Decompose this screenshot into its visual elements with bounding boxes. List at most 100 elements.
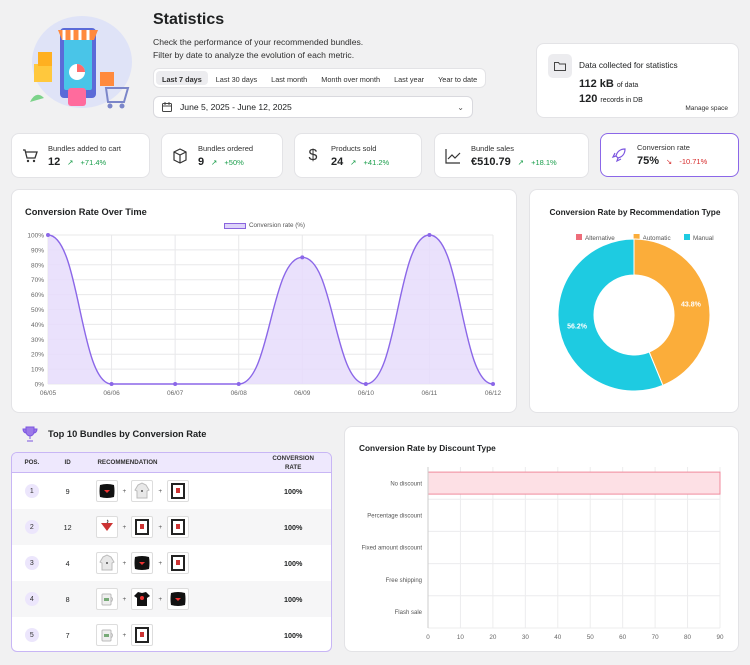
folder-icon <box>548 54 572 78</box>
position-cell: 1 <box>12 484 52 498</box>
y-tick-label: No discount <box>390 481 422 487</box>
y-tick-label: 100% <box>27 233 44 240</box>
product-thumbnail-hoodie[interactable] <box>95 552 118 574</box>
product-thumbnail-frame[interactable] <box>167 552 190 574</box>
data-point <box>363 382 368 386</box>
product-thumbnail-frame[interactable] <box>167 480 190 502</box>
trend-up-icon: ↗ <box>517 157 525 167</box>
recommendation-cell: + + <box>84 588 256 610</box>
conversion-rate-value: 100% <box>284 630 303 640</box>
y-tick-label: 30% <box>31 337 44 344</box>
x-tick-label: 06/06 <box>103 390 120 397</box>
plus-icon: + <box>158 595 163 603</box>
stat-value: 75% <box>637 155 660 167</box>
table-row[interactable]: 4 8 + +100% <box>12 581 331 617</box>
data-point <box>236 382 241 386</box>
product-thumbnail-pillow[interactable] <box>167 588 190 610</box>
x-tick-label: 60 <box>619 634 627 641</box>
recommendation-cell: + <box>84 624 256 646</box>
dollar-icon: $ <box>308 146 318 164</box>
table-row[interactable]: 1 9 + +100% <box>12 473 331 509</box>
product-thumbnail-pillow[interactable] <box>131 552 154 574</box>
bar <box>427 471 721 495</box>
chart-legend: Conversion rate (%) <box>224 222 305 229</box>
date-range-value: June 5, 2025 - June 12, 2025 <box>180 102 292 112</box>
range-month-over-month[interactable]: Month over month <box>321 75 381 84</box>
bundle-id: 9 <box>65 486 70 496</box>
product-thumbnail-frame[interactable] <box>167 516 190 538</box>
product-thumbnail-mug[interactable] <box>95 624 118 646</box>
range-last-month[interactable]: Last month <box>271 75 308 84</box>
x-tick-label: 30 <box>522 634 530 641</box>
stat-delta: +41.2% <box>363 157 390 167</box>
date-picker[interactable]: June 5, 2025 - June 12, 2025 ⌄ <box>153 96 473 118</box>
table-row[interactable]: 3 4 + +100% <box>12 545 331 581</box>
chart-title: Conversion Rate Over Time <box>25 207 147 217</box>
chevron-down-icon: ⌄ <box>457 102 464 112</box>
legend-label: Manual <box>693 235 714 242</box>
stat-products-sold: $ Products sold 24 ↗ +41.2% <box>294 133 422 178</box>
x-tick-label: 80 <box>684 634 692 641</box>
legend-label: Automatic <box>643 235 671 242</box>
x-tick-label: 06/08 <box>231 390 248 397</box>
plus-icon: + <box>122 487 127 495</box>
trend-chart-icon <box>445 148 461 164</box>
trophy-icon <box>22 426 38 442</box>
product-thumbnail-hanger[interactable] <box>95 516 118 538</box>
stat-label: Bundle sales <box>471 143 514 153</box>
stat-delta: +71.4% <box>80 157 107 167</box>
slice-label: 43.8% <box>681 301 702 308</box>
shop-illustration <box>30 16 132 109</box>
date-range-tabs: Last 7 days Last 30 days Last month Mont… <box>153 68 487 88</box>
product-thumbnail-frame[interactable] <box>131 516 154 538</box>
table-row[interactable]: 2 12 + +100% <box>12 509 331 545</box>
stat-bundles-added-to-cart: Bundles added to cart 12 ↗ +71.4% <box>11 133 150 178</box>
legend-swatch <box>224 222 246 229</box>
product-thumbnail-hoodie[interactable] <box>131 480 154 502</box>
product-thumbnail-frame[interactable] <box>131 624 154 646</box>
range-last-7-days[interactable]: Last 7 days <box>156 71 208 85</box>
y-tick-label: 20% <box>31 352 44 359</box>
range-last-30-days[interactable]: Last 30 days <box>215 75 258 84</box>
range-last-year[interactable]: Last year <box>394 75 425 84</box>
rocket-icon <box>611 148 626 163</box>
stat-delta: -10.71% <box>679 157 708 166</box>
conversion-rate-value: 100% <box>284 486 303 496</box>
manage-space-link[interactable]: Manage space <box>685 105 728 112</box>
y-tick-label: 60% <box>31 292 44 299</box>
storage-card: Data collected for statistics 112 kB of … <box>536 43 739 118</box>
table-header: POS. ID RECOMMENDATION CONVERSION RATE <box>12 453 331 473</box>
stat-conversion-rate[interactable]: Conversion rate 75% ↘ -10.71% <box>600 133 739 177</box>
x-tick-label: 50 <box>587 634 595 641</box>
x-tick-label: 06/09 <box>294 390 311 397</box>
x-tick-label: 06/11 <box>422 390 438 397</box>
product-thumbnail-pillow[interactable] <box>95 480 118 502</box>
stat-value: 9 <box>198 155 205 168</box>
x-tick-label: 20 <box>489 634 497 641</box>
conversion-rate-value: 100% <box>284 558 303 568</box>
plus-icon: + <box>122 559 127 567</box>
stat-value: 24 <box>331 155 344 168</box>
y-tick-label: 70% <box>31 277 44 284</box>
table-row[interactable]: 5 7 +100% <box>12 617 331 651</box>
x-tick-label: 06/10 <box>358 390 375 397</box>
stat-delta: +50% <box>224 157 244 167</box>
plus-icon: + <box>158 559 163 567</box>
range-year-to-date[interactable]: Year to date <box>438 75 478 84</box>
stat-label: Conversion rate <box>637 143 690 152</box>
position-badge: 1 <box>24 484 39 498</box>
box-icon <box>173 147 187 164</box>
plus-icon: + <box>122 595 127 603</box>
trend-up-icon: ↗ <box>67 157 74 167</box>
stat-delta: +18.1% <box>531 157 557 167</box>
data-point <box>427 233 432 237</box>
line-chart: 0% 10% 20% 30% 40% 50% 60% 70% 80% 90% 100% 06/05 06… <box>27 233 501 398</box>
y-tick-label: Flash sale <box>395 610 423 616</box>
plus-icon: + <box>122 631 127 639</box>
product-thumbnail-tshirt[interactable] <box>131 588 154 610</box>
data-point <box>46 233 50 237</box>
y-tick-label: 50% <box>31 307 44 314</box>
donut-chart: Alternative Automatic Manual 43.8% 56.2% <box>557 234 714 392</box>
legend-swatch <box>576 234 582 240</box>
product-thumbnail-mug[interactable] <box>95 588 118 610</box>
